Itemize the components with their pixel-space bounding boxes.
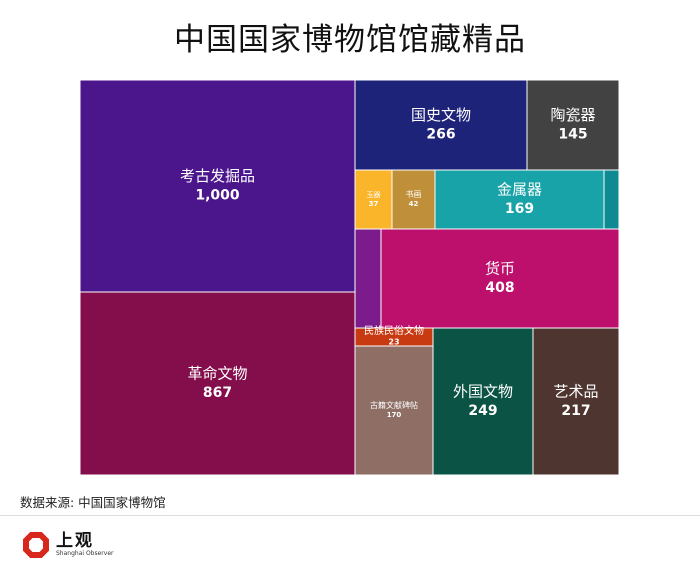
tile-label-12: 外国文物	[453, 383, 513, 401]
logo-name-cn: 上观	[56, 531, 94, 551]
tile-value-12: 249	[468, 403, 497, 419]
tile-13	[532, 327, 620, 476]
tile-label-4: 玉器	[367, 191, 381, 199]
tile-5	[391, 169, 436, 230]
tile-12	[432, 327, 534, 476]
tile-value-10: 23	[388, 338, 399, 347]
logo-name-en: Shanghai Observer	[56, 550, 114, 557]
data-source: 数据来源: 中国国家博物馆	[20, 495, 166, 510]
tile-7	[603, 169, 620, 230]
tile-3	[526, 79, 620, 171]
tile-value-5: 42	[409, 200, 419, 208]
tile-value-13: 217	[561, 403, 590, 419]
tile-label-5: 书画	[406, 189, 422, 199]
tile-value-11: 170	[387, 411, 402, 419]
tile-6	[434, 169, 605, 230]
tile-value-6: 169	[505, 201, 534, 217]
tile-value-2: 266	[426, 126, 455, 142]
chart-title: 中国国家博物馆馆藏精品	[174, 22, 526, 58]
tile-9	[380, 228, 620, 329]
tile-label-0: 考古发掘品	[180, 167, 255, 185]
tile-label-3: 陶瓷器	[550, 106, 595, 124]
tile-label-1: 革命文物	[187, 365, 247, 383]
tile-label-6: 金属器	[497, 181, 542, 199]
tile-value-0: 1,000	[195, 187, 240, 203]
tile-value-4: 37	[369, 200, 379, 208]
divider	[0, 515, 700, 516]
tile-label-10: 民族民俗文物	[364, 324, 424, 337]
tile-4	[354, 169, 393, 230]
tile-2	[354, 79, 528, 171]
tile-label-13: 艺术品	[553, 383, 598, 401]
tile-8	[354, 228, 382, 329]
tile-label-2: 国史文物	[411, 106, 471, 124]
tile-value-3: 145	[558, 126, 587, 142]
tile-label-9: 货币	[485, 260, 515, 278]
tile-label-11: 古籍文献碑帖	[370, 400, 418, 410]
tile-1	[79, 291, 356, 476]
octagon-logo-icon	[23, 532, 49, 558]
tile-value-9: 408	[485, 280, 514, 296]
tile-value-1: 867	[203, 385, 232, 401]
tile-0	[79, 79, 356, 293]
